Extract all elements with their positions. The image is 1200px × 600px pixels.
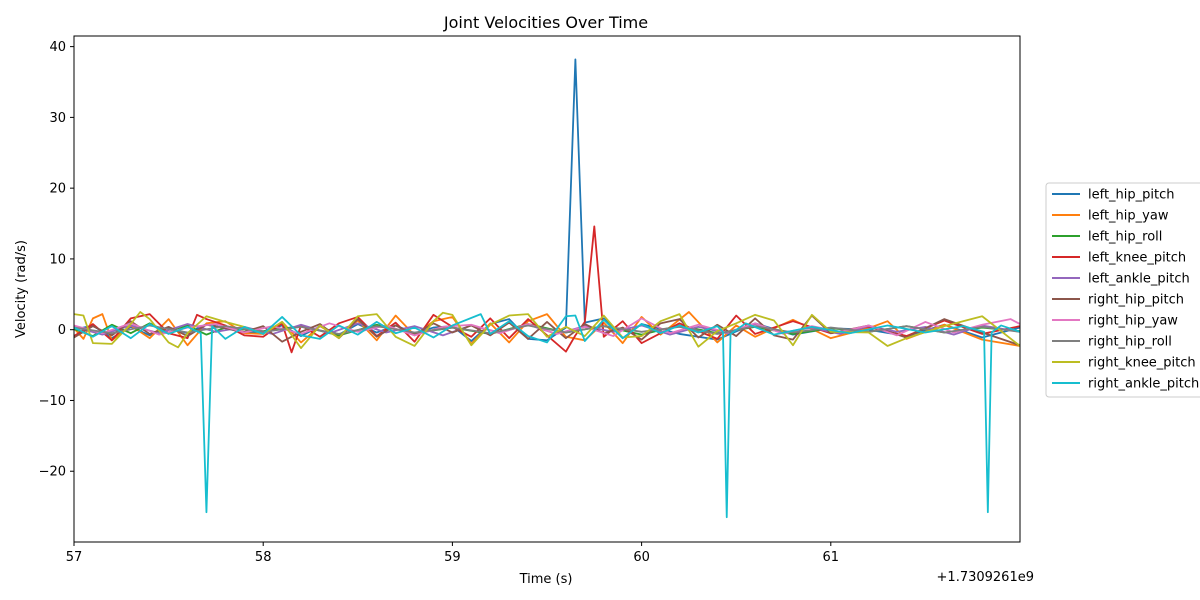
series-line-right-hip-yaw [74, 317, 1020, 337]
y-tick-label: 10 [49, 252, 66, 267]
x-tick-label: 61 [823, 550, 840, 565]
legend-entry: left_hip_roll [1088, 230, 1162, 245]
legend-entry: right_hip_yaw [1088, 314, 1178, 329]
legend-entry: right_hip_pitch [1088, 293, 1184, 308]
series-line-right-knee-pitch [74, 311, 1020, 349]
x-axis-offset-label: +1.7309261e9 [937, 570, 1034, 585]
y-tick-label: −10 [39, 394, 66, 409]
y-tick-label: 0 [58, 323, 66, 338]
legend-entry: right_knee_pitch [1088, 356, 1196, 371]
x-tick-label: 60 [633, 550, 650, 565]
plot-frame [73, 35, 1021, 543]
x-axis: 57 58 59 60 61 [66, 542, 839, 565]
y-axis: −20 −10 0 10 20 30 40 [39, 40, 74, 480]
x-axis-label: Time (s) [519, 572, 573, 587]
series-layer [74, 58, 1020, 519]
series-line-left-knee-pitch [74, 225, 1020, 354]
series-line-right-hip-pitch [74, 314, 1020, 347]
y-axis-label: Velocity (rad/s) [14, 240, 29, 338]
legend: left_hip_pitch left_hip_yaw left_hip_rolll… [1045, 182, 1200, 398]
legend-entry: right_hip_roll [1088, 335, 1172, 350]
series-line-right-ankle-pitch [74, 313, 1020, 519]
chart-title: Joint Velocities Over Time [443, 13, 648, 32]
y-tick-label: 20 [49, 182, 66, 197]
x-tick-label: 59 [444, 550, 461, 565]
y-tick-label: 40 [49, 40, 66, 55]
legend-box [1045, 182, 1200, 398]
legend-entry: left_hip_yaw [1088, 209, 1169, 224]
legend-entry: right_ankle_pitch [1088, 377, 1199, 392]
y-tick-label: 30 [49, 111, 66, 126]
legend-entry: left_knee_pitch [1088, 251, 1186, 266]
series-line-left-hip-pitch [74, 58, 1020, 342]
legend-entry: left_hip_pitch [1088, 188, 1175, 203]
x-tick-label: 58 [255, 550, 272, 565]
y-tick-label: −20 [39, 465, 66, 480]
x-tick-label: 57 [66, 550, 83, 565]
legend-entry: left_ankle_pitch [1088, 272, 1190, 287]
